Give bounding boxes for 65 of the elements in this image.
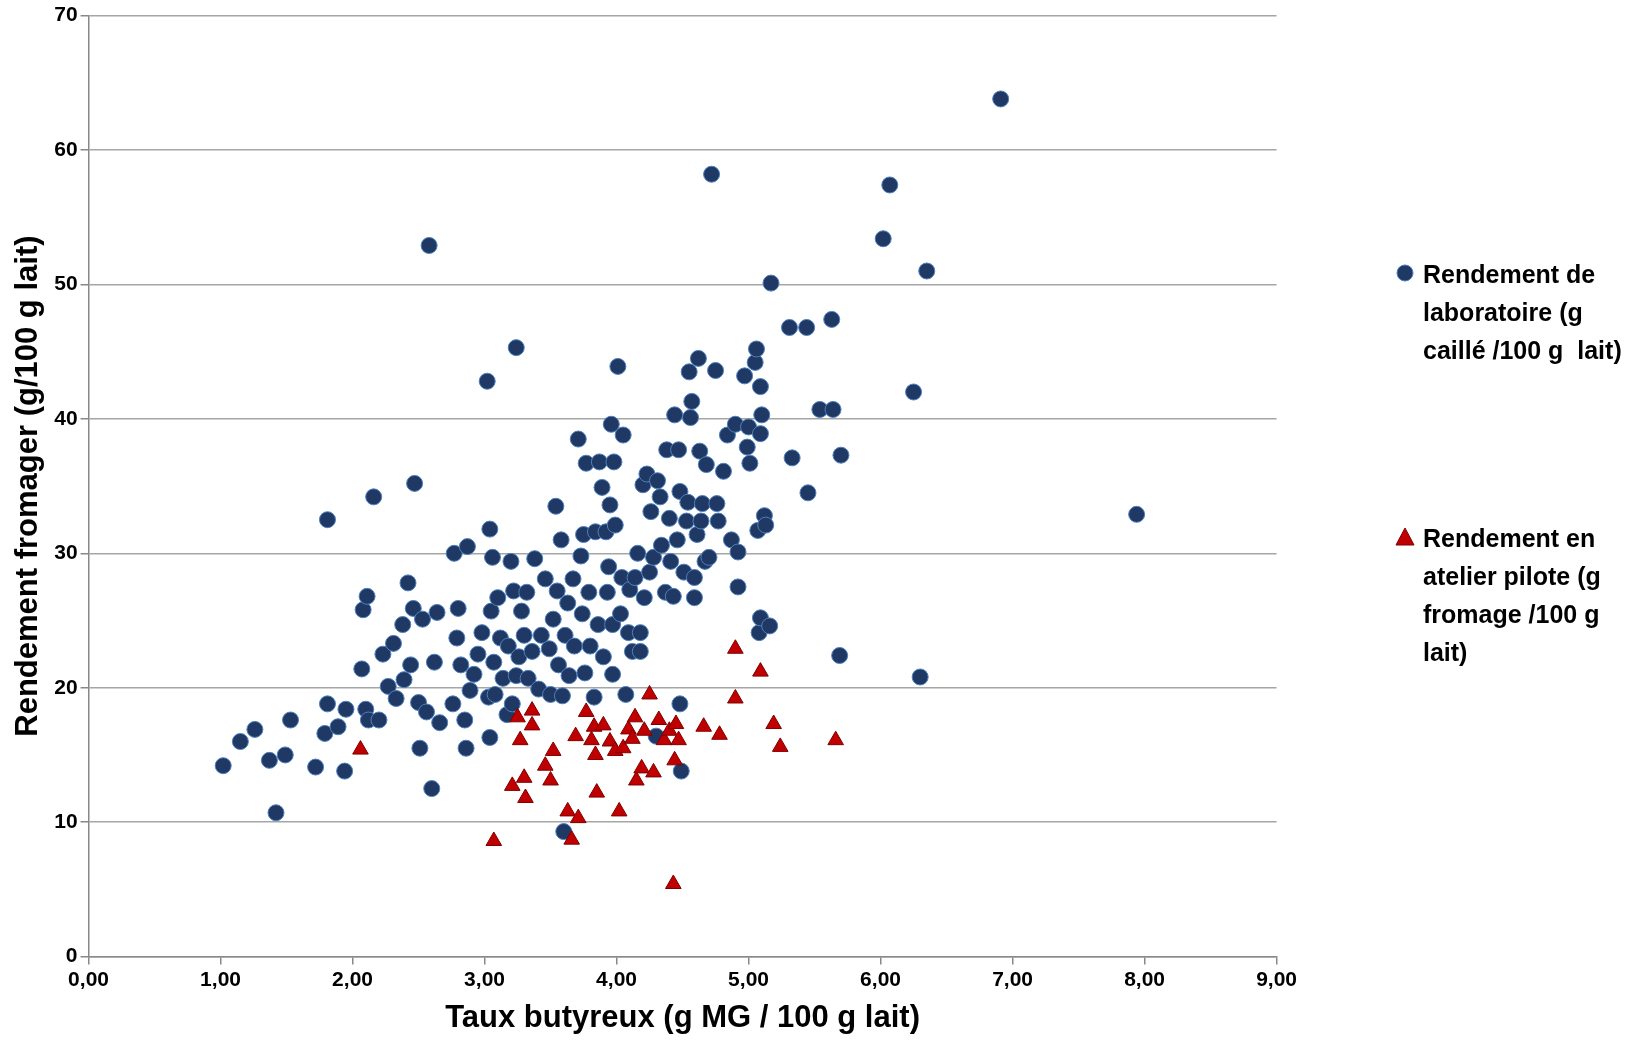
x-tick-label: 5,00 [728, 967, 769, 990]
point [614, 738, 632, 754]
y-tick-label: 60 [54, 136, 78, 160]
point [542, 771, 559, 786]
point [645, 762, 662, 778]
x-tick-label: 4,00 [596, 967, 637, 990]
y-tick-label: 0 [65, 943, 78, 967]
point [515, 768, 533, 783]
point [567, 726, 584, 742]
point [511, 730, 529, 746]
y-tick-label: 50 [54, 271, 78, 295]
x-tick-label: 7,00 [992, 967, 1033, 990]
point [667, 714, 685, 730]
y-tick-label: 10 [54, 808, 78, 832]
y-tick-label: 20 [54, 674, 78, 698]
x-tick-label: 1,00 [200, 967, 241, 990]
x-tick-label: 8,00 [1124, 967, 1165, 990]
y-tick-label: 40 [54, 405, 78, 429]
point [727, 689, 744, 704]
x-tick-label: 0,00 [68, 967, 109, 990]
point [727, 639, 744, 654]
point [352, 740, 369, 755]
x-tick-label: 3,00 [464, 967, 505, 990]
point [588, 783, 606, 798]
point [544, 741, 562, 756]
point [577, 702, 595, 717]
x-tick-label: 6,00 [860, 967, 901, 990]
point [827, 730, 844, 746]
point [666, 750, 683, 766]
point [711, 725, 728, 740]
point [509, 707, 526, 723]
y-tick-label: 30 [54, 540, 78, 564]
legend-label: Rendement en atelier pilote (g fromage /100 g lait) [1423, 523, 1602, 668]
point [559, 801, 577, 817]
point [633, 758, 650, 774]
point [569, 808, 587, 824]
y-tick-label: 70 [54, 2, 78, 26]
legend-label: Rendement de laboratoire (g caillé /100 g lait) [1423, 259, 1623, 366]
point [628, 771, 645, 786]
point [641, 684, 658, 700]
point [563, 830, 580, 845]
point [536, 756, 554, 771]
point [771, 737, 789, 752]
point [503, 776, 521, 791]
x-tick-label: 9,00 [1256, 967, 1297, 990]
point [583, 730, 600, 746]
point [610, 801, 628, 817]
point [587, 745, 604, 760]
point [650, 710, 668, 726]
point [635, 721, 653, 736]
point [665, 874, 682, 890]
point [523, 701, 541, 716]
point [670, 730, 687, 746]
point [752, 662, 769, 677]
point [626, 707, 644, 723]
point [523, 715, 541, 731]
point [765, 714, 782, 730]
point [595, 715, 612, 731]
point [485, 831, 503, 846]
point [517, 788, 534, 803]
point [624, 729, 641, 744]
point [695, 717, 712, 732]
x-axis-title: Taux butyreux (g MG / 100 g lait) [445, 998, 920, 1034]
x-tick-label: 2,00 [332, 967, 373, 990]
y-axis-title: Rendement fromager (g/100 g lait) [9, 235, 45, 737]
